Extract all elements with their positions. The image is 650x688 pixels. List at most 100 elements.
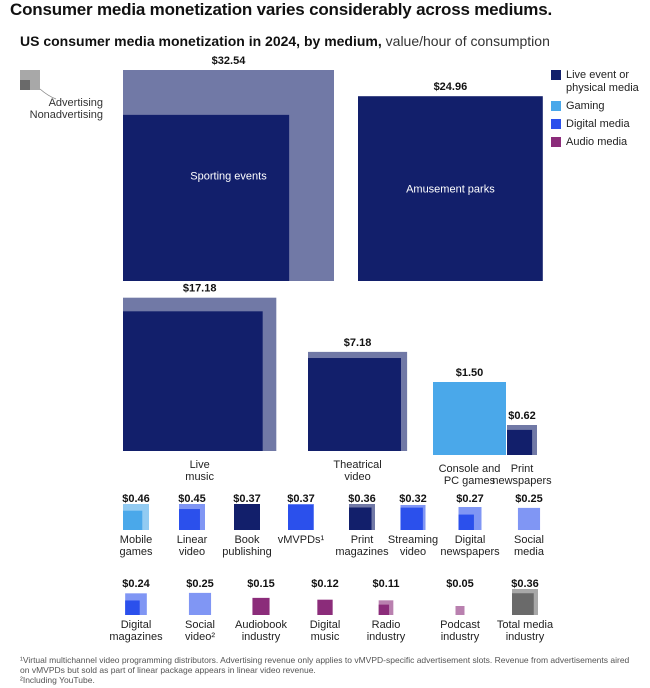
value-label-console-and-pc-games: $1.50 [456, 367, 484, 379]
legend-label: Live event or physical media [566, 69, 639, 94]
value-label-print-magazines: $0.36 [348, 493, 376, 505]
footnotes: ¹Virtual multichannel video programming … [20, 655, 630, 685]
value-label-print-newspapers: $0.62 [508, 410, 536, 422]
category-label-social-media-line-2: media [514, 546, 545, 558]
advertising-key: Advertising Nonadvertising [20, 70, 103, 121]
category-label-book-publishing-line-1: Book [234, 534, 260, 546]
category-label-print-magazines-line-2: magazines [335, 546, 389, 558]
category-label-mobile-games-line-2: games [119, 546, 153, 558]
category-label-audiobook-industry-line-2: industry [242, 631, 281, 643]
value-label-vmvpds: $0.37 [287, 493, 315, 505]
legend-item-audio-media: Audio media [551, 136, 650, 149]
bar-social-media-total [517, 507, 541, 530]
category-label-sporting-events: Sporting events [190, 171, 267, 183]
category-label-digital-newspapers-line-2: newspapers [440, 546, 500, 558]
category-label-print-newspapers-line-2: newspapers [492, 475, 552, 487]
category-label-radio-industry-line-2: industry [367, 631, 406, 643]
bar-streaming-video-nonadvertising [400, 507, 423, 530]
legend-label: Digital media [566, 118, 630, 130]
category-label-console-and-pc-games-line-2: PC games [444, 475, 496, 487]
category-label-print-magazines-line-1: Print [351, 534, 374, 546]
category-label-digital-magazines-line-1: Digital [121, 619, 152, 631]
category-label-linear-video-line-1: Linear [177, 534, 208, 546]
category-label-print-newspapers-line-1: Print [511, 463, 534, 475]
key-inner-square [20, 80, 30, 90]
value-label-total-media-industry: $0.36 [511, 578, 539, 590]
key-advertising-label: Advertising [49, 97, 103, 109]
bar-linear-video-nonadvertising [179, 509, 200, 530]
legend-swatch [551, 70, 561, 80]
value-label-mobile-games: $0.46 [122, 493, 150, 505]
bar-digital-music-total [317, 599, 333, 615]
bar-mobile-games-nonadvertising [123, 510, 143, 530]
category-label-social-media-line-1: Social [514, 534, 544, 546]
value-label-podcast-industry: $0.05 [446, 578, 474, 590]
bar-podcast-industry-total [455, 606, 465, 615]
value-label-sporting-events: $32.54 [212, 55, 247, 67]
bar-digital-newspapers-nonadvertising [458, 514, 474, 530]
category-label-radio-industry-line-1: Radio [372, 619, 401, 631]
bar-total-media-industry-nonadvertising [512, 593, 534, 615]
bar-social-video-total [188, 592, 212, 615]
chart-title: Consumer media monetization varies consi… [10, 0, 552, 19]
category-label-digital-music-line-1: Digital [310, 619, 341, 631]
value-label-social-video: $0.25 [186, 578, 214, 590]
legend-label: Gaming [566, 100, 605, 112]
legend-item-gaming: Gaming [551, 100, 650, 113]
category-label-digital-music-line-2: music [311, 631, 340, 643]
legend-item-live-event: Live event or physical media [551, 69, 650, 95]
value-label-digital-newspapers: $0.27 [456, 493, 484, 505]
subtitle-bold: US consumer media monetization in 2024, … [20, 33, 382, 49]
category-label-digital-magazines-line-2: magazines [109, 631, 163, 643]
legend-swatch [551, 137, 561, 147]
bar-sporting-events-nonadvertising [123, 114, 290, 282]
bar-radio-industry-nonadvertising [378, 604, 390, 615]
bar-vmvpds-nonadvertising [288, 504, 314, 530]
legend-label: Audio media [566, 136, 628, 148]
category-label-vmvpds-line-1: vMVPDs¹ [278, 534, 325, 546]
footnote-2: ²Including YouTube. [20, 675, 95, 685]
category-label-streaming-video-line-1: Streaming [388, 534, 438, 546]
category-label-amusement-parks: Amusement parks [406, 184, 495, 196]
value-label-streaming-video: $0.32 [399, 493, 427, 505]
bar-digital-magazines-nonadvertising [125, 600, 140, 615]
category-label-live-music-line-1: Live [190, 459, 210, 471]
bar-amusement-parks-total [358, 96, 543, 282]
category-label-digital-newspapers-line-1: Digital [455, 534, 486, 546]
category-label-console-and-pc-games-line-1: Console and [439, 463, 501, 475]
value-label-amusement-parks: $24.96 [434, 81, 468, 93]
bar-console-and-pc-games-total [433, 382, 506, 455]
category-label-linear-video-line-2: video [179, 546, 205, 558]
value-label-digital-magazines: $0.24 [122, 578, 150, 590]
bar-print-magazines-nonadvertising [349, 507, 372, 530]
legend-item-digital-media: Digital media [551, 118, 650, 131]
key-leader-line [39, 88, 57, 100]
chart-canvas: Advertising Nonadvertising $32.54 Sportin… [20, 55, 554, 643]
value-label-live-music: $17.18 [183, 283, 217, 295]
chart-subtitle: US consumer media monetization in 2024, … [20, 33, 550, 49]
bar-live-music-nonadvertising [123, 311, 263, 451]
category-label-total-media-industry-line-2: industry [506, 631, 545, 643]
value-label-audiobook-industry: $0.15 [247, 578, 275, 590]
category-label-podcast-industry-line-1: Podcast [440, 619, 480, 631]
category-label-social-video-line-1: Social [185, 619, 215, 631]
category-label-theatrical-video-line-1: Theatrical [333, 459, 381, 471]
key-nonadvertising-label: Nonadvertising [30, 109, 103, 121]
footnote-1: ¹Virtual multichannel video programming … [20, 655, 630, 675]
value-label-linear-video: $0.45 [178, 493, 206, 505]
category-label-live-music-line-2: music [185, 471, 214, 483]
category-label-total-media-industry-line-1: Total media [497, 619, 554, 631]
category-label-mobile-games-line-1: Mobile [120, 534, 152, 546]
chart-marks: $32.54 Sporting events $24.96 Amusement par… [109, 55, 554, 643]
value-label-book-publishing: $0.37 [233, 493, 261, 505]
category-label-streaming-video-line-2: video [400, 546, 426, 558]
bar-audiobook-industry-total [252, 597, 270, 615]
value-label-social-media: $0.25 [515, 493, 543, 505]
bar-print-newspapers-nonadvertising [507, 429, 533, 455]
category-label-audiobook-industry-line-1: Audiobook [235, 619, 287, 631]
subtitle-unit: value/hour of consumption [385, 33, 550, 49]
category-label-theatrical-video-line-2: video [344, 471, 370, 483]
bar-book-publishing-total [234, 504, 260, 530]
bar-theatrical-video-nonadvertising [308, 358, 401, 451]
legend-swatch [551, 101, 561, 111]
